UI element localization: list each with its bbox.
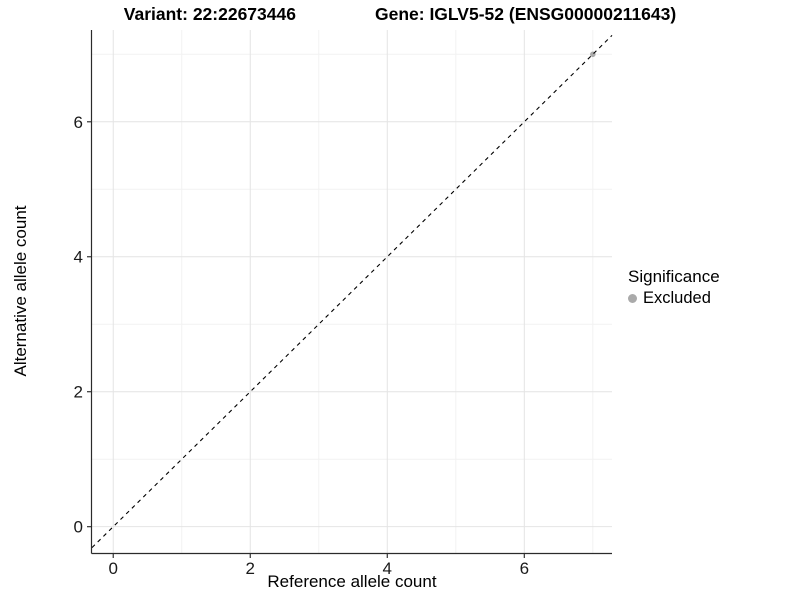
legend-title: Significance (628, 267, 720, 286)
y-tick-label: 4 (74, 248, 83, 267)
x-axis-title: Reference allele count (267, 572, 437, 591)
plot-title-variant: Variant: 22:22673446 (123, 4, 296, 24)
legend-item: Excluded (628, 288, 720, 308)
legend: Significance Excluded (628, 266, 720, 308)
legend-point-icon (628, 293, 637, 303)
plot-title-gene: Gene: IGLV5-52 (ENSG00000211643) (374, 4, 677, 24)
y-tick-label: 2 (74, 383, 83, 402)
x-tick-label: 4 (383, 559, 392, 578)
plot-title: Variant: 22:22673446 Gene: IGLV5-52 (ENS… (0, 4, 800, 25)
identity-reference-line (91, 35, 613, 548)
x-tick-label: 2 (246, 559, 255, 578)
x-tick-label: 6 (520, 559, 529, 578)
legend-item-label: Excluded (643, 289, 711, 307)
x-tick-label: 0 (109, 559, 118, 578)
y-axis-title: Alternative allele count (11, 205, 30, 377)
y-tick-label: 6 (74, 113, 83, 132)
y-tick-label: 0 (74, 518, 83, 537)
